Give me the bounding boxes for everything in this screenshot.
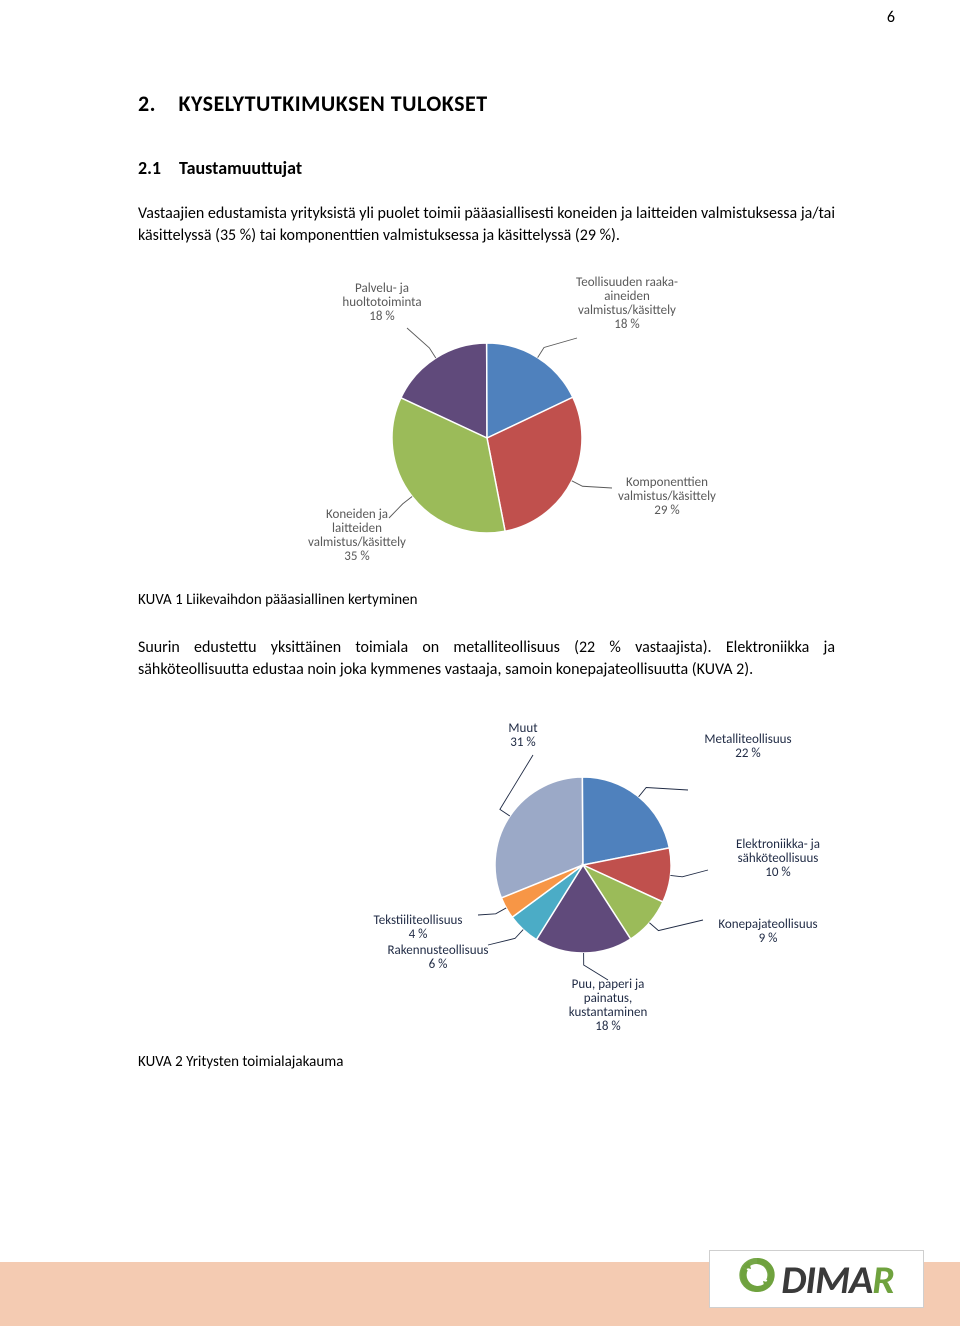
page-number: 6 <box>887 8 895 27</box>
svg-text:Konepajateollisuus9 %: Konepajateollisuus9 % <box>718 917 817 946</box>
figure-1-caption: KUVA 1 Liikevaihdon pääasiallinen kertym… <box>138 591 835 609</box>
svg-text:Palvelu- jahuoltotoiminta18 %: Palvelu- jahuoltotoiminta18 % <box>342 281 421 324</box>
page-content: 2. KYSELYTUTKIMUKSEN TULOKSET 2.1 Tausta… <box>0 0 960 1071</box>
figure-2-caption: KUVA 2 Yritysten toimialajakauma <box>138 1053 835 1071</box>
svg-text:Metalliteollisuus22 %: Metalliteollisuus22 % <box>704 732 791 761</box>
paragraph-1: Vastaajien edustamista yrityksistä yli p… <box>138 203 835 248</box>
logo-recycle-icon <box>739 1255 775 1304</box>
dimar-logo: DIMAR <box>709 1250 924 1308</box>
logo-text: DIMA <box>781 1255 872 1304</box>
svg-text:Teollisuuden raaka-aineidenval: Teollisuuden raaka-aineidenvalmistus/käs… <box>576 275 678 332</box>
svg-text:Elektroniikka- jasähköteollisu: Elektroniikka- jasähköteollisuus10 % <box>736 837 820 880</box>
svg-text:Muut31 %: Muut31 % <box>508 721 538 750</box>
svg-text:Puu, paperi japainatus,kustant: Puu, paperi japainatus,kustantaminen18 % <box>569 977 648 1034</box>
svg-text:Komponenttienvalmistus/käsitte: Komponenttienvalmistus/käsittely29 % <box>618 475 716 518</box>
svg-text:Rakennusteollisuus6 %: Rakennusteollisuus6 % <box>388 943 489 972</box>
page-footer: DIMAR <box>0 1246 960 1326</box>
section-heading: 2. KYSELYTUTKIMUKSEN TULOKSET <box>138 90 835 117</box>
subsection-heading: 2.1 Taustamuuttujat <box>138 157 835 179</box>
figure-1-pie-chart: Palvelu- jahuoltotoiminta18 % Teollisuude… <box>217 268 757 583</box>
svg-text:Tekstiiliteollisuus4 %: Tekstiiliteollisuus4 % <box>374 913 463 942</box>
paragraph-2: Suurin edustettu yksittäinen toimiala on… <box>138 637 835 682</box>
figure-2-pie-chart: Muut31 % Metalliteollisuus22 % Elektroniik… <box>308 710 878 1045</box>
